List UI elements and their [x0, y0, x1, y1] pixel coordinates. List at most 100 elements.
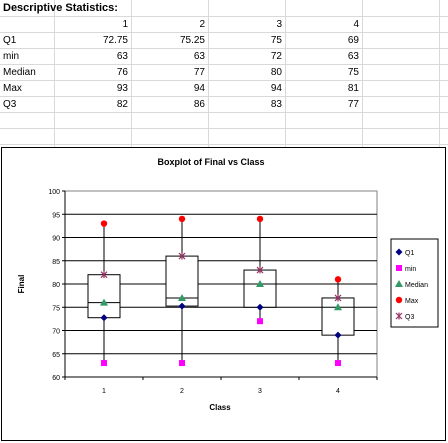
gridline: [0, 48, 448, 49]
marker-min: [179, 360, 185, 367]
cell-median-4[interactable]: 75: [347, 67, 359, 78]
box: [87, 274, 121, 319]
gridline: [0, 32, 448, 33]
marker-median: [334, 303, 342, 311]
gridline: [208, 0, 209, 147]
legend-label: Max: [405, 298, 419, 305]
y-tick-label: 100: [48, 189, 60, 196]
legend-label: Median: [405, 282, 428, 289]
y-tick-label: 70: [52, 329, 60, 336]
marker-q1: [256, 303, 264, 311]
cell-median-2[interactable]: 77: [193, 67, 205, 78]
marker-min: [101, 360, 107, 367]
cell-max-4[interactable]: 81: [347, 83, 359, 94]
cell-min-2[interactable]: 63: [193, 51, 205, 62]
legend-label: Q1: [405, 250, 414, 257]
marker-q3: [256, 266, 264, 274]
marker-q3: [100, 271, 108, 279]
marker-q3: [178, 252, 186, 260]
x-tick-label: 2: [180, 388, 184, 395]
column-header-1[interactable]: 1: [122, 19, 128, 30]
cell-min-4[interactable]: 63: [347, 51, 359, 62]
legend-label: Q3: [405, 314, 414, 321]
row-label-q1[interactable]: Q1: [3, 35, 17, 46]
marker-q1: [178, 302, 186, 310]
x-axis-ticks: 1 2 3 4: [64, 377, 378, 395]
y-tick-label: 80: [52, 282, 60, 289]
cell-q3-3[interactable]: 83: [270, 99, 282, 110]
cell-max-2[interactable]: 94: [193, 83, 205, 94]
spreadsheet: Descriptive Statistics: 1 2 3 4 Q1 72.75…: [0, 0, 448, 147]
marker-max: [334, 276, 342, 283]
legend-marker-median: [395, 280, 403, 287]
gridline: [285, 0, 286, 147]
cell-median-1[interactable]: 76: [116, 67, 128, 78]
cell-q3-1[interactable]: 82: [116, 99, 128, 110]
row-label-min[interactable]: min: [3, 51, 20, 62]
cell-q1-4[interactable]: 69: [347, 35, 359, 46]
chart-title: Boxplot of Final vs Class: [157, 157, 264, 167]
x-tick-label: 1: [102, 388, 106, 395]
cell-max-3[interactable]: 94: [270, 83, 282, 94]
marker-q1: [100, 314, 108, 322]
y-tick-label: 65: [52, 352, 60, 359]
legend-marker-max: [395, 296, 403, 304]
y-tick-label: 95: [52, 212, 60, 219]
cell-min-1[interactable]: 63: [116, 51, 128, 62]
marker-median: [100, 298, 108, 306]
row-label-median[interactable]: Median: [3, 67, 36, 78]
marker-median: [256, 280, 264, 287]
marker-median: [178, 293, 186, 301]
x-tick-label: 4: [336, 388, 340, 395]
gridline: [439, 0, 440, 147]
gridline: [0, 128, 448, 129]
series-markers: [100, 215, 342, 367]
cell-q3-2[interactable]: 86: [193, 99, 205, 110]
column-header-3[interactable]: 3: [276, 19, 282, 30]
cell-median-3[interactable]: 80: [270, 67, 282, 78]
row-label-q3[interactable]: Q3: [3, 99, 17, 110]
cell-q3-4[interactable]: 77: [347, 99, 359, 110]
boxplot-chart: Boxplot of Final vs Class 60 65 70 75 80 85 90…: [17, 157, 439, 412]
cell-q1-2[interactable]: 75.25: [179, 35, 205, 46]
y-tick-label: 75: [52, 305, 60, 312]
marker-max: [178, 215, 186, 223]
gridline: [131, 0, 132, 147]
marker-max: [256, 215, 264, 223]
y-axis-label: Final: [17, 275, 26, 294]
gridline: [54, 0, 55, 147]
gridline: [0, 112, 448, 113]
legend-marker-q1: [395, 248, 403, 256]
cell-min-3[interactable]: 72: [270, 51, 282, 62]
y-axis-ticks: 60 65 70 75 80 85 90 95 100: [48, 189, 65, 382]
marker-q3: [334, 294, 342, 302]
gridline: [0, 16, 448, 17]
gridline: [362, 0, 363, 147]
sheet-title[interactable]: Descriptive Statistics:: [3, 2, 118, 14]
x-tick-label: 3: [258, 388, 262, 395]
marker-min: [257, 318, 263, 325]
x-axis-label: Class: [209, 403, 231, 412]
cell-q1-1[interactable]: 72.75: [102, 35, 128, 46]
marker-q1: [334, 331, 342, 339]
marker-min: [335, 360, 341, 367]
y-tick-label: 90: [52, 236, 60, 243]
gridline: [0, 64, 448, 65]
marker-max: [100, 220, 108, 227]
cell-max-1[interactable]: 93: [116, 83, 128, 94]
column-header-4[interactable]: 4: [353, 19, 359, 30]
legend-marker-min: [396, 265, 402, 271]
legend[interactable]: Q1 min Median Max Q3: [390, 238, 439, 328]
column-header-2[interactable]: 2: [199, 19, 205, 30]
cell-q1-3[interactable]: 75: [270, 35, 282, 46]
box: [243, 269, 277, 308]
chart-object[interactable]: Boxplot of Final vs Class 60 65 70 75 80 85 90…: [1, 147, 446, 441]
legend-marker-q3: [395, 312, 403, 320]
legend-label: min: [405, 266, 416, 273]
row-label-max[interactable]: Max: [3, 83, 22, 94]
gridline: [0, 80, 448, 81]
gridline: [0, 144, 448, 145]
gridline: [0, 96, 448, 97]
y-tick-label: 60: [52, 375, 60, 382]
y-tick-label: 85: [52, 259, 60, 266]
